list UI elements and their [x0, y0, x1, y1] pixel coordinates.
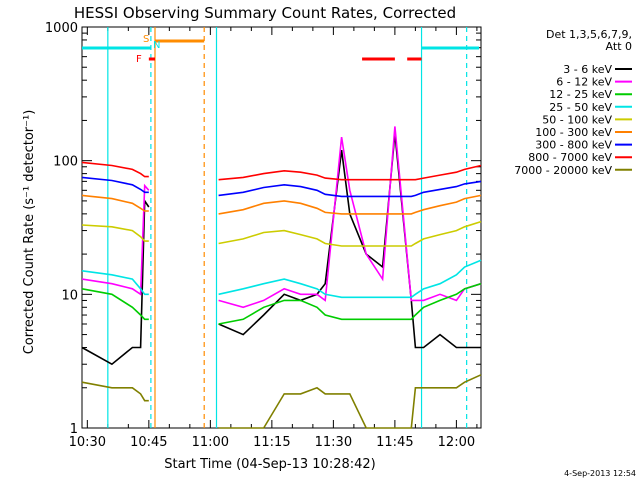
series-line-8-seg-0 [81, 381, 149, 402]
legend-header-line1: Det 1,3,5,6,7,9, [546, 28, 632, 41]
series-line-0-seg-0 [81, 198, 150, 366]
x-tick-label: 10:45 [130, 435, 167, 450]
x-tick-label: 11:00 [192, 435, 229, 450]
legend-label: 6 - 12 keV [556, 76, 612, 89]
y-tick-label: 100 [53, 155, 78, 170]
x-axis-label: Start Time (04-Sep-13 10:28:42) [164, 457, 375, 472]
x-tick-label: 11:45 [376, 435, 413, 450]
series-line-5-seg-0 [81, 194, 149, 212]
series-line-5-seg-1 [218, 194, 482, 215]
x-tick-label: 11:15 [253, 435, 290, 450]
legend-label: 300 - 800 keV [535, 139, 612, 152]
series-line-1-seg-1 [218, 126, 482, 309]
legend-label: 7000 - 20000 keV [514, 164, 612, 177]
plot-frame [81, 26, 482, 429]
legend-label: 25 - 50 keV [549, 101, 612, 114]
series-line-3-seg-1 [218, 259, 482, 299]
x-tick-label: 10:30 [69, 435, 106, 450]
series-line-7-seg-1 [218, 164, 482, 181]
legend-label: 50 - 100 keV [542, 113, 612, 126]
series-line-6-seg-0 [81, 176, 149, 194]
y-tick-label: 1 [70, 422, 78, 437]
series-line-3-seg-0 [81, 270, 149, 296]
flag-label-s: S [143, 34, 149, 45]
legend-label: 100 - 300 keV [535, 126, 612, 139]
series-line-4-seg-1 [218, 220, 482, 247]
y-axis-label: Corrected Count Rate (s⁻¹ detector⁻¹) [22, 110, 37, 355]
x-tick-label: 12:00 [438, 435, 475, 450]
series-line-4-seg-0 [81, 224, 149, 242]
legend-label: 12 - 25 keV [549, 88, 612, 101]
legend-header-line2: Att 0 [606, 40, 632, 53]
series-line-2-seg-0 [81, 288, 149, 321]
series-line-7-seg-0 [81, 161, 149, 178]
y-tick-label: 1000 [45, 21, 78, 36]
chart-title: HESSI Observing Summary Count Rates, Cor… [74, 4, 456, 22]
series-line-1-seg-0 [81, 183, 150, 296]
timestamp: 4-Sep-2013 12:54 [564, 469, 636, 478]
x-tick-label: 11:30 [315, 435, 352, 450]
flag-label-f: F [136, 54, 142, 65]
series-line-8-seg-1 [218, 374, 482, 429]
series-line-2-seg-1 [218, 282, 482, 325]
plot-area: 1 10 100 1000 10:30 10:45 11:00 11:15 11:30 11:45… [45, 21, 482, 450]
y-tick-label: 10 [61, 288, 78, 303]
series-line-0-seg-1 [218, 133, 481, 349]
legend-label: 3 - 6 keV [563, 63, 612, 76]
legend-label: 800 - 7000 keV [528, 151, 612, 164]
flag-label-n: N [153, 40, 160, 51]
series-line-6-seg-1 [218, 180, 482, 198]
